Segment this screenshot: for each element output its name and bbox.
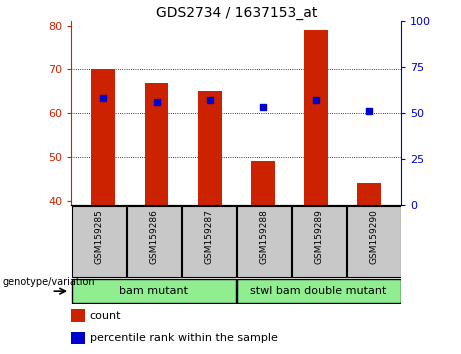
Text: GSM159285: GSM159285: [95, 209, 103, 264]
Bar: [357, 183, 381, 205]
Bar: [347, 206, 401, 277]
Text: GSM159288: GSM159288: [259, 209, 268, 264]
Title: GDS2734 / 1637153_at: GDS2734 / 1637153_at: [155, 6, 317, 20]
Bar: [198, 91, 222, 205]
Bar: [127, 206, 181, 277]
Bar: [251, 161, 275, 205]
Text: GSM159287: GSM159287: [204, 209, 213, 264]
Point: [100, 95, 107, 101]
Bar: [72, 206, 126, 277]
Text: stwl bam double mutant: stwl bam double mutant: [250, 286, 387, 296]
Text: count: count: [89, 311, 121, 321]
Bar: [237, 206, 290, 277]
Bar: [292, 206, 346, 277]
Bar: [304, 30, 328, 205]
Text: GSM159290: GSM159290: [369, 209, 378, 264]
Text: bam mutant: bam mutant: [119, 286, 189, 296]
Bar: [71, 332, 85, 344]
Point: [206, 97, 213, 103]
Bar: [182, 206, 236, 277]
Point: [312, 97, 319, 103]
Text: genotype/variation: genotype/variation: [2, 277, 95, 287]
Text: percentile rank within the sample: percentile rank within the sample: [89, 333, 278, 343]
Bar: [237, 279, 401, 303]
Point: [153, 99, 160, 105]
Text: GSM159289: GSM159289: [314, 209, 323, 264]
Bar: [71, 309, 85, 322]
Bar: [91, 69, 115, 205]
Point: [259, 104, 266, 109]
Text: GSM159286: GSM159286: [149, 209, 159, 264]
Bar: [145, 82, 168, 205]
Bar: [72, 279, 236, 303]
Point: [366, 108, 373, 114]
